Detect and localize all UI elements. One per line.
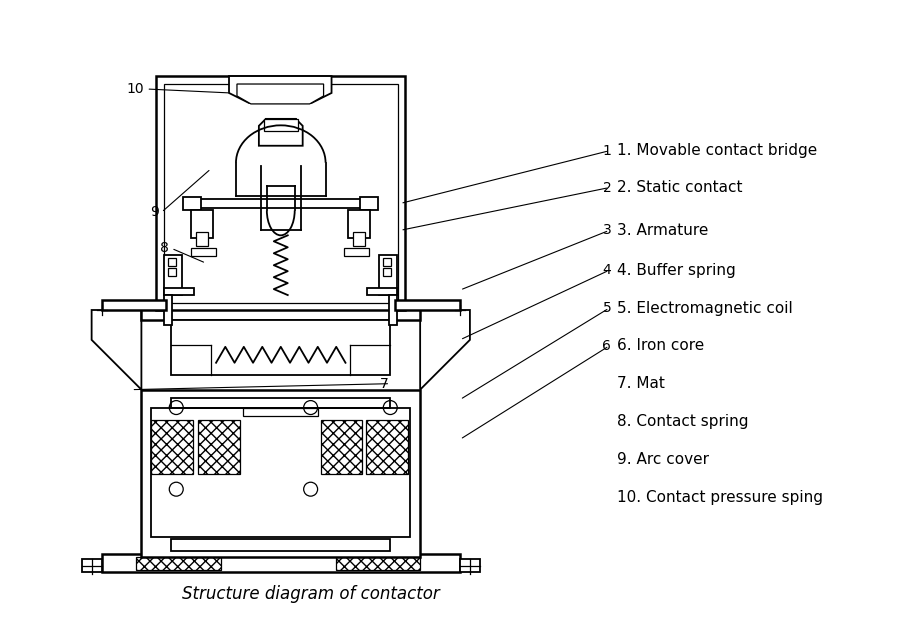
- Text: 3: 3: [602, 223, 610, 237]
- Bar: [141, 389, 420, 557]
- Bar: [186, 199, 375, 209]
- Text: 8. Contact spring: 8. Contact spring: [617, 414, 748, 429]
- Bar: [344, 248, 369, 256]
- Bar: [460, 559, 479, 572]
- Bar: [198, 420, 239, 474]
- Text: 6: 6: [601, 339, 610, 353]
- Bar: [243, 407, 317, 415]
- Text: 7: 7: [379, 377, 388, 391]
- Bar: [191, 210, 213, 238]
- Bar: [164, 84, 398, 303]
- Bar: [366, 420, 408, 474]
- Bar: [191, 248, 216, 256]
- Text: 6. Iron core: 6. Iron core: [617, 339, 703, 353]
- Text: 5: 5: [602, 301, 610, 315]
- Bar: [101, 300, 166, 310]
- Bar: [151, 407, 410, 537]
- Bar: [348, 210, 370, 238]
- Bar: [360, 196, 378, 210]
- Bar: [151, 420, 193, 474]
- Text: 2: 2: [602, 181, 610, 194]
- Text: 1. Movable contact bridge: 1. Movable contact bridge: [617, 143, 816, 158]
- Bar: [383, 268, 391, 276]
- Bar: [379, 255, 396, 295]
- Text: 10. Contact pressure sping: 10. Contact pressure sping: [617, 490, 823, 504]
- Bar: [156, 76, 405, 310]
- Text: 1: 1: [601, 144, 610, 158]
- Bar: [164, 255, 182, 295]
- Text: 5. Electromagnetic coil: 5. Electromagnetic coil: [617, 300, 792, 316]
- Bar: [219, 290, 343, 307]
- Text: 8: 8: [160, 241, 169, 255]
- Bar: [141, 305, 420, 320]
- Bar: [136, 557, 221, 570]
- Polygon shape: [420, 310, 470, 389]
- Text: 7. Mat: 7. Mat: [617, 376, 665, 391]
- Bar: [389, 295, 396, 325]
- Bar: [183, 196, 200, 210]
- Bar: [168, 258, 176, 266]
- Text: 2. Static contact: 2. Static contact: [617, 180, 742, 195]
- Text: 4. Buffer spring: 4. Buffer spring: [617, 262, 735, 278]
- Bar: [168, 268, 176, 276]
- Bar: [171, 397, 390, 407]
- Bar: [353, 232, 365, 246]
- Polygon shape: [228, 76, 331, 103]
- Bar: [367, 288, 396, 295]
- Bar: [171, 539, 390, 551]
- Polygon shape: [258, 119, 303, 145]
- Bar: [196, 232, 208, 246]
- Text: 9. Arc cover: 9. Arc cover: [617, 452, 709, 467]
- Bar: [164, 295, 172, 325]
- Bar: [171, 320, 390, 374]
- Text: 4: 4: [602, 263, 610, 277]
- Text: Structure diagram of contactor: Structure diagram of contactor: [182, 585, 439, 603]
- Bar: [101, 554, 460, 572]
- Polygon shape: [91, 310, 141, 389]
- Bar: [81, 559, 101, 572]
- Bar: [395, 300, 460, 310]
- Polygon shape: [237, 84, 323, 104]
- Text: 10: 10: [126, 82, 144, 96]
- Bar: [321, 420, 362, 474]
- Bar: [164, 288, 194, 295]
- Text: 9: 9: [150, 206, 159, 220]
- Bar: [383, 258, 391, 266]
- Bar: [335, 557, 420, 570]
- Polygon shape: [264, 119, 297, 131]
- Text: 3. Armature: 3. Armature: [617, 223, 708, 238]
